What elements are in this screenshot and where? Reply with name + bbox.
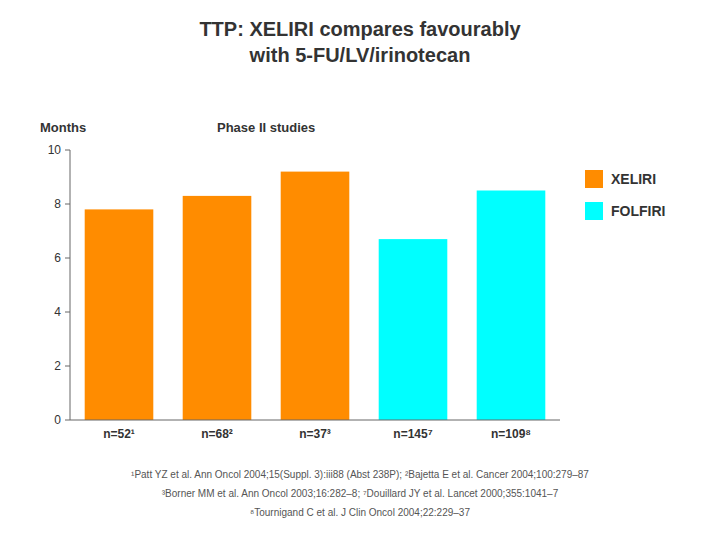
legend-swatch: [585, 202, 603, 220]
x-axis: n=52¹ n=68² n=37³ n=145⁷ n=109⁸: [70, 420, 560, 441]
category-label: n=37³: [299, 427, 331, 441]
chart: TTP: XELIRI compares favourably with 5-FU…: [0, 0, 720, 540]
bar: [281, 172, 350, 420]
legend-label: XELIRI: [611, 171, 656, 187]
tick-mark: [65, 204, 70, 205]
y-axis: 0 2 4 6 8 10: [48, 143, 70, 427]
footnotes: ¹Patt YZ et al. Ann Oncol 2004;15(Suppl.…: [131, 469, 589, 518]
tick-label: 2: [54, 359, 61, 373]
legend-swatch: [585, 170, 603, 188]
tick-mark: [65, 420, 70, 421]
legend-label: FOLFIRI: [611, 203, 665, 219]
category-label: n=68²: [201, 427, 233, 441]
footnote: ⁸Tournigand C et al. J Clin Oncol 2004;2…: [250, 507, 470, 518]
tick-label: 4: [54, 305, 61, 319]
bar: [477, 191, 546, 421]
category-label: n=52¹: [103, 427, 135, 441]
y-axis-line: [70, 150, 71, 420]
footnote: ¹Patt YZ et al. Ann Oncol 2004;15(Suppl.…: [131, 469, 589, 480]
legend: XELIRI FOLFIRI: [585, 170, 665, 220]
tick-label: 6: [54, 251, 61, 265]
category-label: n=109⁸: [491, 427, 531, 441]
bar: [379, 239, 448, 420]
tick-mark: [65, 366, 70, 367]
tick-mark: [65, 150, 70, 151]
tick-mark: [65, 258, 70, 259]
tick-mark: [65, 312, 70, 313]
tick-label: 0: [54, 413, 61, 427]
bar: [85, 209, 154, 420]
y-axis-label: Months: [40, 120, 86, 135]
tick-label: 10: [48, 143, 62, 157]
category-label: n=145⁷: [393, 427, 432, 441]
subtitle: with 5-FU/LV/irinotecan: [249, 44, 471, 66]
x-axis-line: [70, 420, 560, 421]
footnote: ³Borner MM et al. Ann Oncol 2003;16:282–…: [162, 488, 559, 499]
tick-label: 8: [54, 197, 61, 211]
title: TTP: XELIRI compares favourably: [199, 18, 521, 40]
annotation: Phase II studies: [217, 120, 315, 135]
bars: [85, 172, 546, 420]
bar: [183, 196, 252, 420]
